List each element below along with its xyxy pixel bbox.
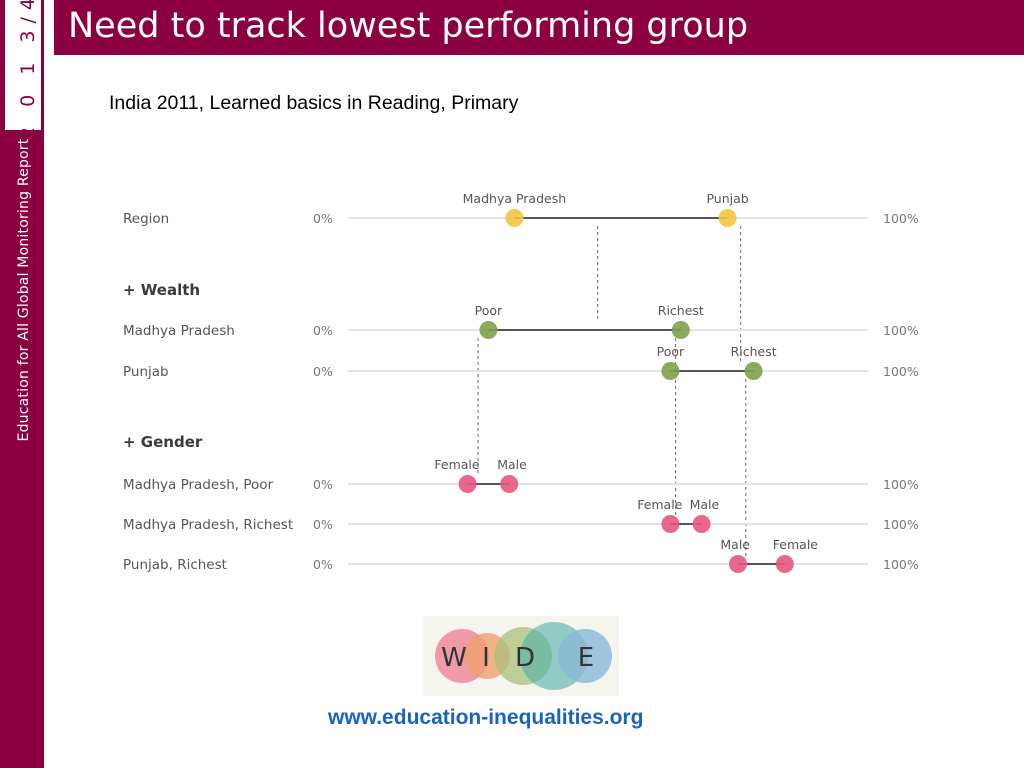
data-point-madhya-pradesh-1-poor — [479, 321, 498, 339]
axis-max-label: 100% — [883, 557, 919, 572]
logo-letter-i: I — [482, 643, 490, 673]
row-label-punjab-richest-2: Punjab, Richest — [123, 557, 227, 573]
sidebar: 2 0 1 3/4 Education for All Global Monit… — [0, 0, 44, 768]
year-box: 2 0 1 3/4 — [5, 0, 41, 139]
data-point-region-0-punjab — [718, 209, 737, 227]
data-point-madhya-pradesh-richest-2-female — [661, 515, 680, 533]
point-label-madhya-pradesh-poor-2-female: Female — [434, 457, 480, 472]
row-label-madhya-pradesh-richest-2: Madhya Pradesh, Richest — [123, 517, 293, 533]
point-label-madhya-pradesh-richest-2-male: Male — [690, 497, 720, 512]
data-point-punjab-1-poor — [661, 362, 680, 380]
group-header-wealth: + Wealth — [123, 281, 200, 299]
logo-letter-e: E — [578, 643, 594, 673]
wide-logo: W I D E — [423, 616, 619, 696]
axis-max-label: 100% — [883, 323, 919, 338]
point-label-madhya-pradesh-richest-2-female: Female — [637, 497, 683, 512]
point-label-punjab-richest-2-female: Female — [773, 537, 819, 552]
row-label-region-0: Region — [123, 211, 169, 227]
data-point-punjab-richest-2-female — [775, 555, 794, 573]
axis-min-label: 0% — [313, 211, 333, 226]
axis-max-label: 100% — [883, 211, 919, 226]
data-point-madhya-pradesh-poor-2-male — [500, 475, 519, 493]
data-point-region-0-madhya-pradesh — [505, 209, 524, 227]
point-label-punjab-1-richest: Richest — [731, 344, 777, 359]
data-point-punjab-1-richest — [744, 362, 763, 380]
point-label-region-0-punjab: Punjab — [706, 191, 748, 206]
axis-min-label: 0% — [313, 364, 333, 379]
logo-letter-w: W — [441, 643, 467, 673]
row-label-madhya-pradesh-1: Madhya Pradesh — [123, 323, 235, 339]
data-point-punjab-richest-2-male — [729, 555, 747, 573]
point-label-punjab-richest-2-male: Male — [720, 537, 750, 552]
data-point-madhya-pradesh-poor-2-female — [458, 475, 477, 493]
data-point-madhya-pradesh-1-richest — [671, 321, 690, 339]
axis-min-label: 0% — [313, 517, 333, 532]
point-label-madhya-pradesh-poor-2-male: Male — [497, 457, 527, 472]
row-label-punjab-1: Punjab — [123, 364, 169, 380]
logo-letter-d: D — [515, 643, 535, 673]
axis-min-label: 0% — [313, 477, 333, 492]
axis-max-label: 100% — [883, 517, 919, 532]
axis-max-label: 100% — [883, 477, 919, 492]
slide-title: Need to track lowest performing group — [68, 6, 749, 46]
axis-min-label: 0% — [313, 557, 333, 572]
chart-title: India 2011, Learned basics in Reading, P… — [109, 92, 519, 114]
group-header-gender: + Gender — [123, 433, 203, 451]
point-label-punjab-1-poor: Poor — [657, 344, 685, 359]
axis-min-label: 0% — [313, 323, 333, 338]
axis-max-label: 100% — [883, 364, 919, 379]
point-label-madhya-pradesh-1-richest: Richest — [658, 303, 704, 318]
row-label-madhya-pradesh-poor-2: Madhya Pradesh, Poor — [123, 477, 274, 493]
title-bar: Need to track lowest performing group — [54, 0, 1024, 55]
point-label-madhya-pradesh-1-poor: Poor — [475, 303, 503, 318]
website-link[interactable]: www.education-inequalities.org — [328, 706, 644, 729]
point-label-region-0-madhya-pradesh: Madhya Pradesh — [463, 191, 567, 206]
data-point-madhya-pradesh-richest-2-male — [692, 515, 711, 533]
